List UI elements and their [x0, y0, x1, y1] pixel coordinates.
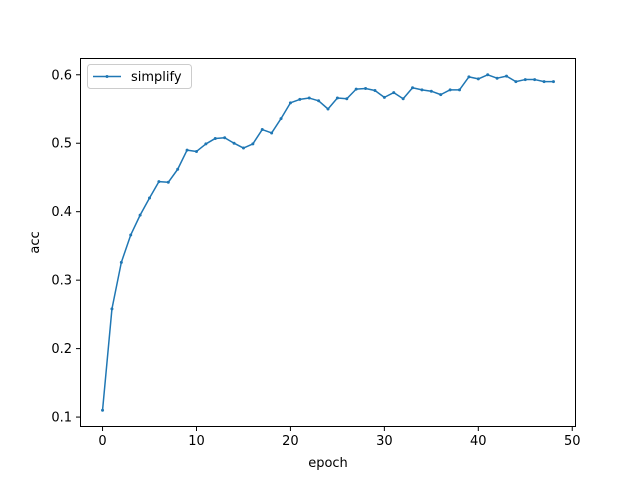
data-point	[392, 91, 396, 95]
data-point	[119, 260, 123, 264]
data-point	[420, 88, 424, 92]
data-point	[194, 149, 198, 153]
data-point	[345, 97, 349, 101]
data-point	[429, 89, 433, 93]
data-point	[523, 78, 527, 82]
data-point	[448, 88, 452, 92]
data-point	[486, 73, 490, 77]
x-tick-label: 40	[470, 434, 487, 449]
x-tick-label: 10	[188, 434, 205, 449]
data-point	[401, 97, 405, 101]
legend-label: simplify	[131, 70, 182, 85]
data-point	[213, 136, 217, 140]
data-point	[354, 87, 358, 91]
data-point	[476, 77, 480, 81]
y-tick-label: 0.1	[51, 411, 72, 426]
data-point	[364, 86, 368, 90]
legend-box	[87, 64, 192, 89]
data-point	[504, 74, 508, 78]
data-point	[129, 233, 133, 237]
data-point	[373, 89, 377, 93]
data-point	[251, 142, 255, 146]
x-axis-ticks: 0 10 20 30 40 50	[98, 427, 581, 449]
data-point	[458, 88, 462, 92]
plot-area	[80, 58, 576, 427]
x-tick-label: 20	[282, 434, 299, 449]
data-point	[176, 167, 180, 171]
data-point	[232, 141, 236, 145]
series-layer	[101, 73, 555, 412]
y-tick-label: 0.5	[51, 137, 72, 152]
data-point	[317, 99, 321, 103]
data-point	[101, 408, 105, 412]
data-point	[279, 117, 283, 121]
plot-frame	[80, 58, 576, 427]
x-axis-label: epoch	[308, 456, 348, 471]
data-point	[533, 78, 537, 82]
y-axis-ticks: 0.1 0.2 0.3 0.4 0.5 0.6	[51, 68, 80, 426]
data-point	[467, 75, 471, 79]
data-point	[138, 213, 142, 217]
data-point	[439, 93, 443, 97]
data-point	[185, 148, 189, 152]
data-point	[288, 101, 292, 105]
data-point	[551, 80, 555, 84]
data-point	[110, 307, 114, 311]
data-point	[326, 107, 330, 111]
y-tick-label: 0.4	[51, 205, 72, 220]
data-point	[542, 80, 546, 84]
x-tick-label: 50	[564, 434, 581, 449]
data-point	[204, 142, 208, 146]
data-point	[298, 97, 302, 101]
data-point	[382, 95, 386, 99]
y-axis-label: acc	[28, 231, 43, 253]
y-tick-label: 0.2	[51, 342, 72, 357]
data-point	[495, 76, 499, 80]
data-point	[335, 96, 339, 100]
data-point	[270, 131, 274, 135]
data-point	[411, 86, 415, 90]
data-point	[223, 136, 227, 140]
x-tick-label: 0	[98, 434, 106, 449]
data-point	[260, 128, 264, 132]
x-tick-label: 30	[376, 434, 393, 449]
legend: simplify	[87, 64, 192, 89]
data-point	[157, 180, 161, 184]
y-tick-label: 0.6	[51, 68, 72, 83]
legend-marker	[105, 75, 109, 78]
y-tick-label: 0.3	[51, 274, 72, 289]
data-point	[148, 196, 152, 200]
data-point	[241, 146, 245, 150]
data-point	[166, 180, 170, 184]
data-point	[514, 80, 518, 84]
data-point	[307, 96, 311, 100]
